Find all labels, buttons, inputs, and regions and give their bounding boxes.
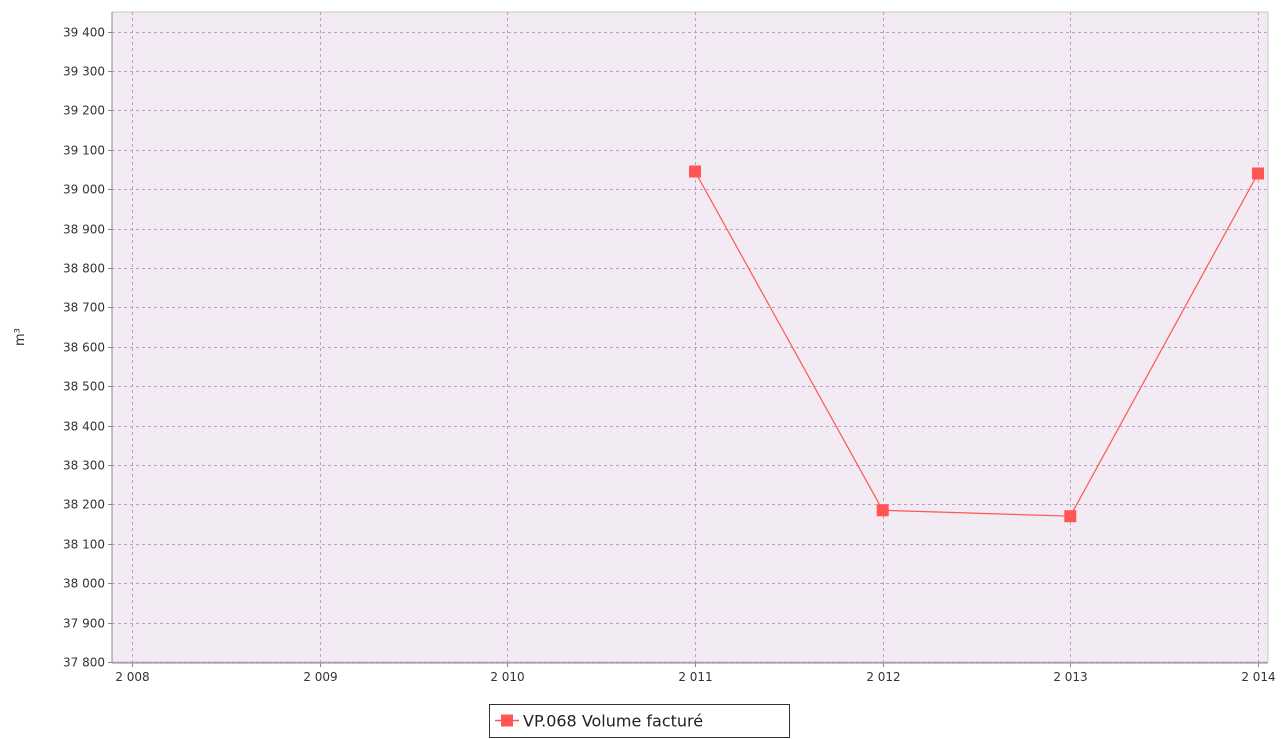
data-point-marker	[876, 504, 889, 517]
y-tick-label: 38 900	[63, 223, 105, 237]
y-tick-label: 38 200	[63, 498, 105, 512]
y-tick-label: 38 500	[63, 380, 105, 394]
y-tick-label: 38 000	[63, 577, 105, 591]
x-tick-label: 2 013	[1053, 670, 1087, 684]
x-tick-label: 2 014	[1241, 670, 1275, 684]
x-tick-label: 2 008	[115, 670, 149, 684]
legend: VP.068 Volume facturé	[489, 704, 790, 738]
y-gridlines	[112, 32, 1268, 663]
y-tick-label: 39 100	[63, 144, 105, 158]
y-tick-label: 38 800	[63, 262, 105, 276]
series-line	[694, 171, 1259, 517]
x-tick-label: 2 009	[303, 670, 337, 684]
y-tick-label: 39 300	[63, 65, 105, 79]
y-tick-label: 37 800	[63, 656, 105, 670]
y-tick-label: 38 300	[63, 459, 105, 473]
series-layer	[689, 165, 1264, 523]
y-tick-label: 38 700	[63, 301, 105, 315]
y-tick-label: 38 600	[63, 341, 105, 355]
y-tick-label: 38 100	[63, 538, 105, 552]
x-tick-label: 2 010	[490, 670, 524, 684]
y-axis-title: m³	[13, 328, 28, 346]
x-axis-ticks: 2 008 2 009 2 010 2 011 2 012 2 013 2 014	[115, 663, 1276, 684]
data-point-marker	[1064, 510, 1077, 523]
legend-label: VP.068 Volume facturé	[523, 712, 703, 731]
x-tick-label: 2 011	[678, 670, 712, 684]
legend-marker-swatch	[501, 714, 513, 727]
legend-box	[489, 704, 790, 738]
y-axis-ticks: 37 800 37 900 38 000 38 100 38 200 38 300 38 4…	[63, 26, 112, 670]
data-point-marker	[1252, 167, 1264, 180]
x-tick-label: 2 012	[866, 670, 900, 684]
y-tick-label: 39 000	[63, 183, 105, 197]
y-tick-label: 39 200	[63, 104, 105, 118]
data-point-marker	[689, 165, 701, 178]
x-gridlines	[132, 12, 1259, 662]
y-tick-label: 38 400	[63, 420, 105, 434]
y-tick-label: 39 400	[63, 26, 105, 40]
y-tick-label: 37 900	[63, 617, 105, 631]
plot-area	[111, 11, 1269, 663]
